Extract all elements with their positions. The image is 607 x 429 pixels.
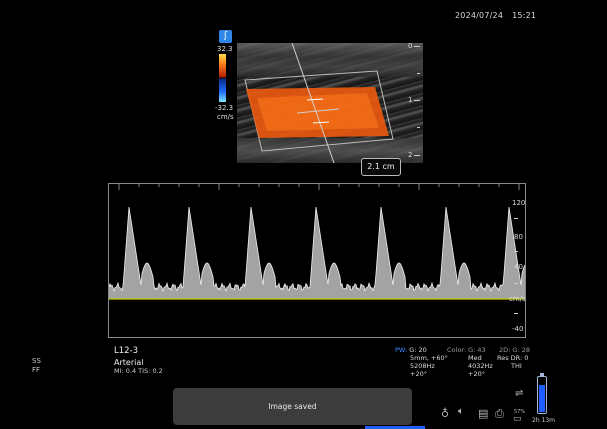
- velocity-tick: [514, 283, 518, 284]
- twod-line: Res DR: 0: [497, 354, 529, 362]
- battery-level: [539, 384, 545, 412]
- battery-icon: [537, 376, 547, 414]
- depth-tick: [414, 100, 420, 101]
- date-label: 2024/07/24: [455, 11, 504, 20]
- depth-label-0: 0: [408, 42, 413, 50]
- pw-line: 5mm, +60°: [410, 354, 448, 362]
- color-params: Color: G: 43: [447, 346, 486, 354]
- pw-key: PW:: [395, 346, 408, 354]
- depth-tick: [417, 127, 420, 128]
- color-scale-min: -32.3: [215, 104, 234, 112]
- speaker-icon[interactable]: 🔈︎: [458, 406, 464, 417]
- doppler-spectrum[interactable]: [108, 183, 526, 338]
- color-doppler-overlay[interactable]: [237, 43, 423, 163]
- color-line: G: 43: [468, 346, 486, 354]
- probe-orientation-icon: ʃ: [219, 30, 232, 43]
- color-key: Color:: [447, 346, 467, 354]
- color-line: +20°: [468, 370, 485, 378]
- vessel-flow-core: [257, 93, 379, 131]
- probe-name: L12-3: [114, 346, 139, 356]
- bmode-near-field: [237, 43, 423, 77]
- report-icon[interactable]: ▤: [478, 407, 489, 420]
- depth-tick: [414, 155, 420, 156]
- velocity-label-120: 120: [512, 199, 526, 207]
- twod-key: 2D:: [499, 346, 511, 354]
- velocity-label-80: 80: [514, 233, 523, 241]
- depth-label-1: 1: [408, 96, 413, 104]
- pw-line: G: 20: [409, 346, 427, 354]
- mi-tis: MI: 0.4 TIS: 0.2: [114, 367, 163, 375]
- depth-tick: [414, 46, 420, 47]
- stethoscope-icon[interactable]: ♁: [441, 407, 450, 420]
- pw-params: PW: G: 20: [395, 346, 427, 354]
- pw-line: +20°: [410, 370, 427, 378]
- ss-marker: SS: [32, 357, 41, 365]
- color-line: 4032Hz: [468, 362, 493, 370]
- doppler-cursor-line: [291, 43, 335, 163]
- color-scale-unit: cm/s: [217, 113, 234, 121]
- time-label: 15:21: [512, 11, 537, 20]
- twod-line: THI: [511, 362, 522, 370]
- usb-icon[interactable]: ⇌: [515, 388, 524, 399]
- exam-preset: Arterial: [114, 358, 144, 367]
- printer-status: 57%: [514, 409, 526, 415]
- angle-correct-line: [296, 108, 340, 114]
- pw-line: 5208Hz: [410, 362, 435, 370]
- measurement-result[interactable]: 2.1 cm: [361, 158, 401, 176]
- sample-gate-top: [306, 98, 324, 101]
- velocity-unit: cm/s: [509, 295, 526, 303]
- color-line: Med: [468, 354, 482, 362]
- color-scale-bar: [219, 54, 226, 102]
- velocity-tick: [514, 251, 518, 252]
- velocity-tick: [514, 218, 518, 219]
- depth-tick: [417, 73, 420, 74]
- spectral-waveform: [109, 184, 525, 300]
- battery-cap: [540, 373, 544, 376]
- sample-gate-bottom: [312, 121, 330, 124]
- battery-remaining: 2h 13m: [532, 417, 556, 424]
- print-icon[interactable]: ⎙: [495, 407, 504, 420]
- velocity-label-40: 40: [514, 263, 523, 271]
- depth-label-2: 2: [408, 151, 413, 159]
- focus-indicator: [365, 426, 425, 429]
- image-saved-toast: Image saved: [173, 388, 412, 425]
- twod-params: 2D: G: 28: [499, 346, 530, 354]
- twod-line: G: 28: [512, 346, 530, 354]
- printer-icon[interactable]: ▭: [513, 414, 522, 424]
- velocity-label-neg40: -40: [512, 325, 524, 333]
- color-scale-max: 32.3: [217, 45, 233, 53]
- ff-marker: FF: [32, 366, 41, 374]
- velocity-tick: [514, 313, 518, 314]
- datetime: 2024/07/24 15:21: [455, 11, 536, 20]
